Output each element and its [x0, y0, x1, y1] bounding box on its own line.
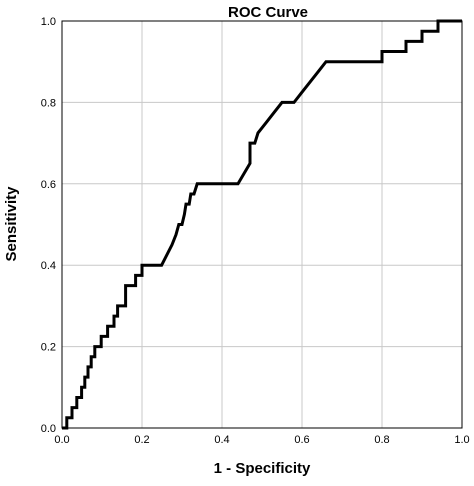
x-tick-label: 0.8 — [374, 434, 389, 446]
x-tick-label: 1.0 — [454, 434, 469, 446]
x-axis-ticks: 0.0 0.2 0.4 0.6 0.8 1.0 — [54, 434, 469, 446]
plot-frame — [61, 20, 463, 429]
y-tick-label: 0.0 — [41, 423, 56, 435]
y-axis-ticks: 0.0 0.2 0.4 0.6 0.8 1.0 — [41, 16, 56, 435]
grid-lines — [62, 21, 462, 428]
y-tick-label: 1.0 — [41, 16, 56, 28]
roc-curve-line — [62, 19, 462, 430]
x-tick-label: 0.0 — [54, 434, 69, 446]
x-tick-label: 0.2 — [134, 434, 149, 446]
y-tick-label: 0.4 — [41, 260, 56, 272]
x-axis-label: 1 - Specificity — [214, 460, 311, 477]
x-tick-label: 0.6 — [294, 434, 309, 446]
x-tick-label: 0.4 — [214, 434, 229, 446]
chart-title: ROC Curve — [228, 4, 308, 21]
y-axis-label: Sensitivity — [3, 186, 20, 262]
y-tick-label: 0.8 — [41, 97, 56, 109]
y-tick-label: 0.2 — [41, 342, 56, 354]
y-tick-label: 0.6 — [41, 179, 56, 191]
